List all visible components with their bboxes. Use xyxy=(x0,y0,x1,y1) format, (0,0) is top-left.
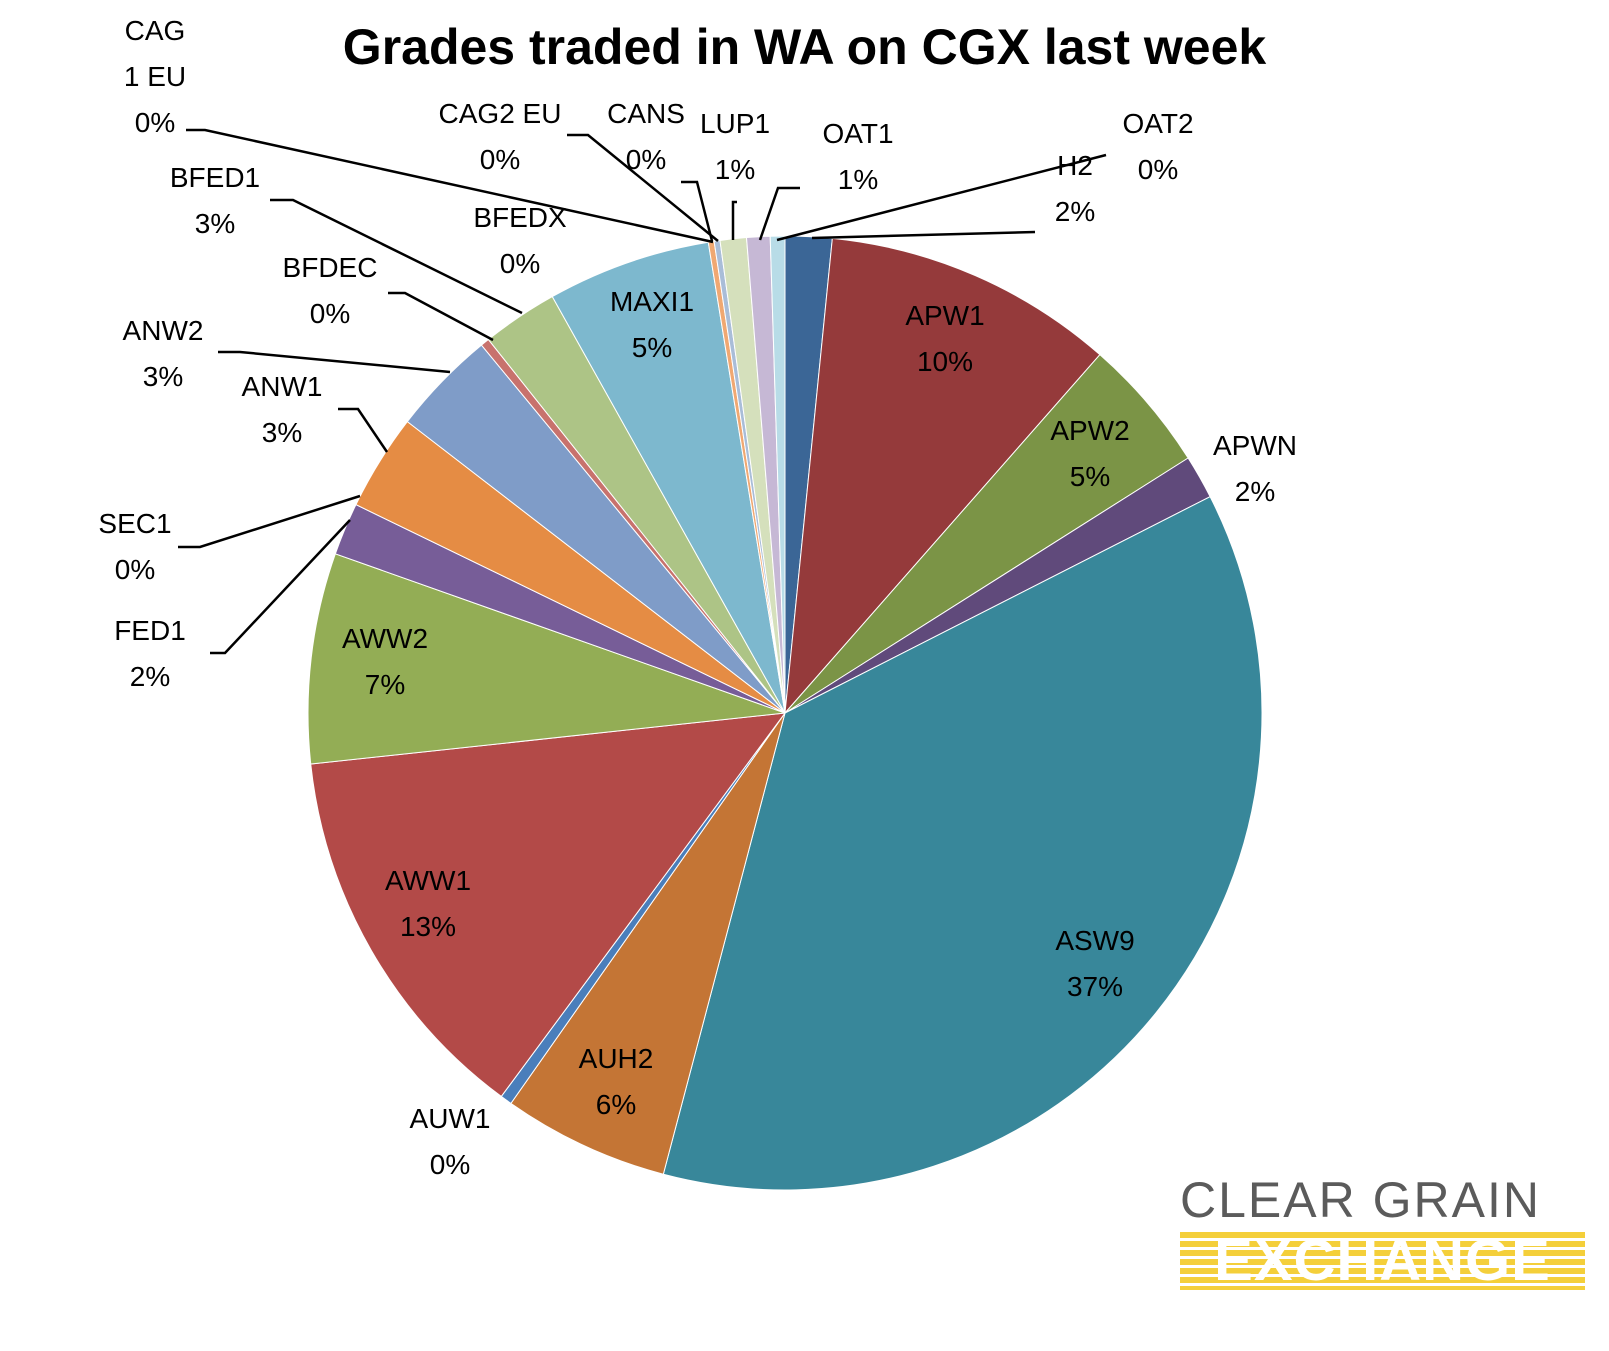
leader-line-oat1 xyxy=(758,186,800,241)
leader-line-fed1 xyxy=(210,519,351,655)
slice-label-oat2: OAT2 0% xyxy=(1122,108,1193,185)
leader-line-cag-1-eu xyxy=(186,128,714,244)
slice-percent-apw1: 10% xyxy=(917,346,973,377)
slice-label-apw2: APW2 5% xyxy=(1050,415,1129,492)
slice-name-cag-1-eu: CAG xyxy=(125,15,186,46)
pie-slice-asw9 xyxy=(662,495,1263,1191)
leader-line-bfdec xyxy=(388,291,494,342)
slice-name-bfedx: BFEDX xyxy=(473,202,567,233)
slice-percent-bfedx: 0% xyxy=(500,248,540,279)
slice-name-oat2: OAT2 xyxy=(1122,108,1193,139)
leader-line-oat2 xyxy=(776,153,1107,242)
pie-slice-apw1 xyxy=(784,237,1101,715)
slice-label-aww2: AWW2 7% xyxy=(342,623,428,700)
slice-percent-lup1: 1% xyxy=(715,154,755,185)
leader-line-sec1 xyxy=(178,494,361,549)
slice-percent-maxi1: 5% xyxy=(632,332,672,363)
slice-name-anw1: ANW1 xyxy=(242,371,323,402)
slice-percent-anw1: 3% xyxy=(262,417,302,448)
slice-name-cag-1-eu: 1 EU xyxy=(124,61,186,92)
pie-slice-maxi1 xyxy=(551,241,786,714)
leader-line-cans xyxy=(681,180,714,242)
slice-label-lup1: LUP1 1% xyxy=(700,108,770,185)
slice-percent-cag-1-eu: 0% xyxy=(135,107,175,138)
slice-percent-fed1: 2% xyxy=(130,661,170,692)
slice-label-cag-1-eu: CAG 1 EU 0% xyxy=(124,15,186,138)
leader-line-anw1 xyxy=(338,407,389,453)
slice-label-sec1: SEC1 0% xyxy=(98,508,171,585)
slice-label-anw1: ANW1 3% xyxy=(242,371,323,448)
slice-percent-cans: 0% xyxy=(626,144,666,175)
slice-percent-anw2: 3% xyxy=(143,361,183,392)
pie-slice-aww1 xyxy=(310,712,787,1098)
slice-label-auh2: AUH2 6% xyxy=(579,1043,654,1120)
slice-label-aww1: AWW1 13% xyxy=(385,865,471,942)
slice-percent-h2: 2% xyxy=(1055,196,1095,227)
slice-name-asw9: ASW9 xyxy=(1055,925,1134,956)
slice-label-auw1: AUW1 0% xyxy=(410,1103,491,1180)
slice-percent-aww1: 13% xyxy=(400,911,456,942)
slice-percent-asw9: 37% xyxy=(1067,971,1123,1002)
slice-percent-bfdec: 0% xyxy=(310,298,350,329)
leader-line-bfed1 xyxy=(270,198,523,315)
pie-slice-aww2 xyxy=(307,553,786,765)
slice-name-auh2: AUH2 xyxy=(579,1043,654,1074)
slice-name-bfed1: BFED1 xyxy=(170,162,260,193)
slice-label-anw2: ANW2 3% xyxy=(123,315,204,392)
slice-name-cag2-eu: CAG2 EU xyxy=(439,98,562,129)
slice-percent-bfed1: 3% xyxy=(195,208,235,239)
slice-name-aww1: AWW1 xyxy=(385,865,471,896)
leader-line-lup1 xyxy=(731,200,737,240)
slice-percent-sec1: 0% xyxy=(115,554,155,585)
slice-name-oat1: OAT1 xyxy=(822,118,893,149)
slice-name-bfdec: BFDEC xyxy=(283,252,378,283)
slice-name-fed1: FED1 xyxy=(114,615,186,646)
slice-percent-auw1: 0% xyxy=(430,1149,470,1180)
slice-label-oat1: OAT1 1% xyxy=(822,118,893,195)
slice-name-anw2: ANW2 xyxy=(123,315,204,346)
slice-percent-cag2-eu: 0% xyxy=(480,144,520,175)
slice-percent-apwn: 2% xyxy=(1235,476,1275,507)
slice-name-apw1: APW1 xyxy=(905,300,984,331)
slice-label-apwn: APWN 2% xyxy=(1213,430,1297,507)
chart-title: Grades traded in WA on CGX last week xyxy=(342,19,1267,75)
logo-band: EXCHANGE xyxy=(1180,1232,1585,1290)
slice-percent-aww2: 7% xyxy=(365,669,405,700)
slice-label-bfedx: BFEDX 0% xyxy=(473,202,567,279)
slice-label-asw9: ASW9 37% xyxy=(1055,925,1134,1002)
slice-percent-oat2: 0% xyxy=(1138,154,1178,185)
slice-name-auw1: AUW1 xyxy=(410,1103,491,1134)
slice-percent-auh2: 6% xyxy=(596,1089,636,1120)
clear-grain-exchange-logo: CLEAR GRAIN EXCHANGE xyxy=(1180,1175,1585,1290)
slice-name-apwn: APWN xyxy=(1213,430,1297,461)
slice-name-apw2: APW2 xyxy=(1050,415,1129,446)
slice-name-lup1: LUP1 xyxy=(700,108,770,139)
pie-slice-auh2 xyxy=(510,712,786,1175)
slice-name-h2: H2 xyxy=(1057,150,1093,181)
slice-label-fed1: FED1 2% xyxy=(114,615,186,692)
slice-name-sec1: SEC1 xyxy=(98,508,171,539)
slice-label-cans: CANS 0% xyxy=(607,98,685,175)
slice-label-maxi1: MAXI1 5% xyxy=(610,286,694,363)
leader-line-cag2-eu xyxy=(567,133,719,242)
logo-text-bottom: EXCHANGE xyxy=(1214,1228,1551,1293)
slice-percent-oat1: 1% xyxy=(838,164,878,195)
logo-text-top: CLEAR GRAIN xyxy=(1180,1172,1541,1228)
slice-name-aww2: AWW2 xyxy=(342,623,428,654)
slice-label-h2: H2 2% xyxy=(1055,150,1095,227)
slice-label-bfdec: BFDEC 0% xyxy=(283,252,378,329)
slice-name-maxi1: MAXI1 xyxy=(610,286,694,317)
slice-label-cag2-eu: CAG2 EU 0% xyxy=(439,98,562,175)
slice-label-bfed1: BFED1 3% xyxy=(170,162,260,239)
slice-name-cans: CANS xyxy=(607,98,685,129)
leader-line-h2 xyxy=(811,230,1036,240)
leader-line-anw2 xyxy=(218,350,451,374)
slice-label-apw1: APW1 10% xyxy=(905,300,984,377)
pie-slice-oat2 xyxy=(769,235,786,714)
slice-percent-apw2: 5% xyxy=(1070,461,1110,492)
